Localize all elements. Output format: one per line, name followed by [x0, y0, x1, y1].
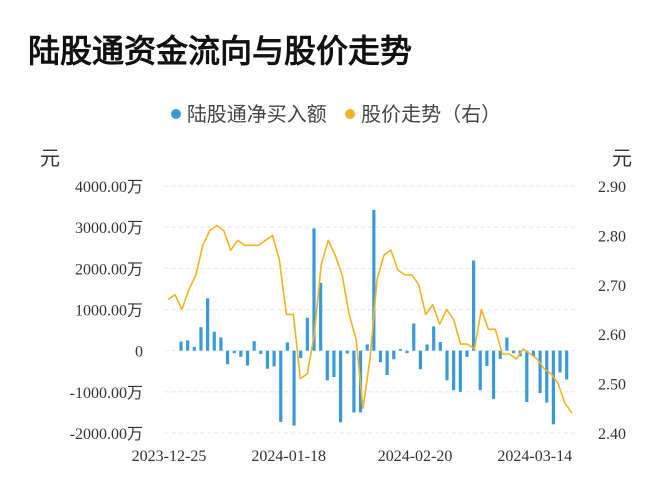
left-axis-tick-label: 3000.00万: [75, 220, 143, 237]
left-axis-tick-label: 2000.00万: [75, 261, 143, 278]
left-axis-tick-label: 4000.00万: [75, 179, 143, 196]
x-axis-tick-label: 2024-02-20: [378, 448, 453, 465]
bar: [365, 344, 369, 351]
bar: [458, 350, 462, 392]
bar: [212, 331, 216, 351]
bar: [405, 350, 409, 354]
bar: [505, 337, 509, 351]
legend-item-bar[interactable]: 陆股通净买入额: [170, 98, 327, 127]
bar: [332, 350, 336, 378]
bar: [239, 350, 243, 357]
legend-item-line[interactable]: 股价走势（右）: [345, 98, 501, 127]
bar: [425, 344, 429, 351]
bar: [245, 350, 250, 366]
bar: [485, 350, 489, 366]
x-axis-tick-label: 2023-12-25: [132, 448, 207, 465]
left-axis-tick-label: -1000.00万: [70, 385, 143, 402]
bar: [398, 349, 403, 351]
bar: [385, 350, 389, 375]
legend-label-bar: 陆股通净买入额: [186, 102, 327, 126]
bar: [206, 298, 210, 351]
bar: [438, 342, 442, 351]
right-axis-tick-label: 2.90: [598, 179, 626, 196]
bar: [319, 282, 323, 351]
bar: [478, 350, 482, 391]
bar: [259, 350, 263, 354]
chart-title: 陆股通资金流向与股价走势: [28, 32, 413, 70]
right-axis-tick-label: 2.60: [598, 327, 626, 344]
bar: [265, 350, 270, 369]
bar: [378, 350, 383, 363]
right-axis-tick-label: 2.80: [598, 228, 626, 245]
bar: [511, 350, 516, 354]
bar: [186, 340, 190, 351]
bar: [432, 326, 436, 351]
bar: [565, 350, 569, 380]
bar: [272, 350, 276, 367]
bar: [452, 350, 456, 391]
bar: [232, 350, 236, 354]
bar: [551, 350, 555, 425]
bar: [445, 350, 449, 381]
bar: [219, 337, 223, 351]
legend-dot-bar-icon: [170, 108, 181, 119]
legend-label-line: 股价走势（右）: [361, 102, 502, 126]
left-axis-tick-label: 1000.00万: [75, 303, 143, 320]
bar: [299, 350, 303, 359]
bar: [225, 350, 230, 365]
right-axis-tick-label: 2.40: [598, 426, 626, 443]
bar: [472, 260, 476, 351]
price-line: [167, 224, 573, 414]
bar: [465, 350, 469, 357]
legend-dot-line-icon: [345, 108, 356, 119]
bar: [345, 350, 349, 354]
bar: [252, 341, 256, 351]
bar: [418, 350, 422, 370]
bar: [325, 350, 329, 381]
left-axis-tick-label: -2000.00万: [70, 426, 143, 443]
x-axis-tick-label: 2024-01-18: [251, 448, 326, 465]
right-axis-tick-label: 2.50: [598, 377, 626, 394]
bar: [192, 346, 196, 351]
bar: [305, 317, 309, 351]
bar: [279, 350, 283, 422]
bar: [538, 350, 542, 394]
bar: [545, 350, 549, 403]
x-axis-tick-label: 2024-03-14: [497, 448, 572, 465]
bar: [491, 350, 496, 399]
bar: [199, 327, 203, 351]
bar: [292, 350, 296, 426]
bar: [531, 350, 536, 357]
bar: [392, 350, 396, 360]
bar: [179, 341, 183, 351]
left-axis-tick-label: 0: [135, 344, 143, 361]
bar: [312, 228, 316, 351]
right-axis-tick-label: 2.70: [598, 278, 626, 295]
bar: [372, 209, 376, 351]
bar: [525, 350, 529, 403]
bar: [498, 350, 502, 359]
bar: [558, 350, 562, 373]
bar: [285, 342, 289, 351]
right-axis-unit: 元: [612, 146, 632, 170]
bar: [412, 323, 416, 351]
bar: [339, 350, 343, 423]
bar: [352, 350, 356, 413]
chart-legend: 陆股通净买入额 股价走势（右）: [0, 98, 672, 127]
left-axis-unit: 元: [40, 146, 60, 170]
